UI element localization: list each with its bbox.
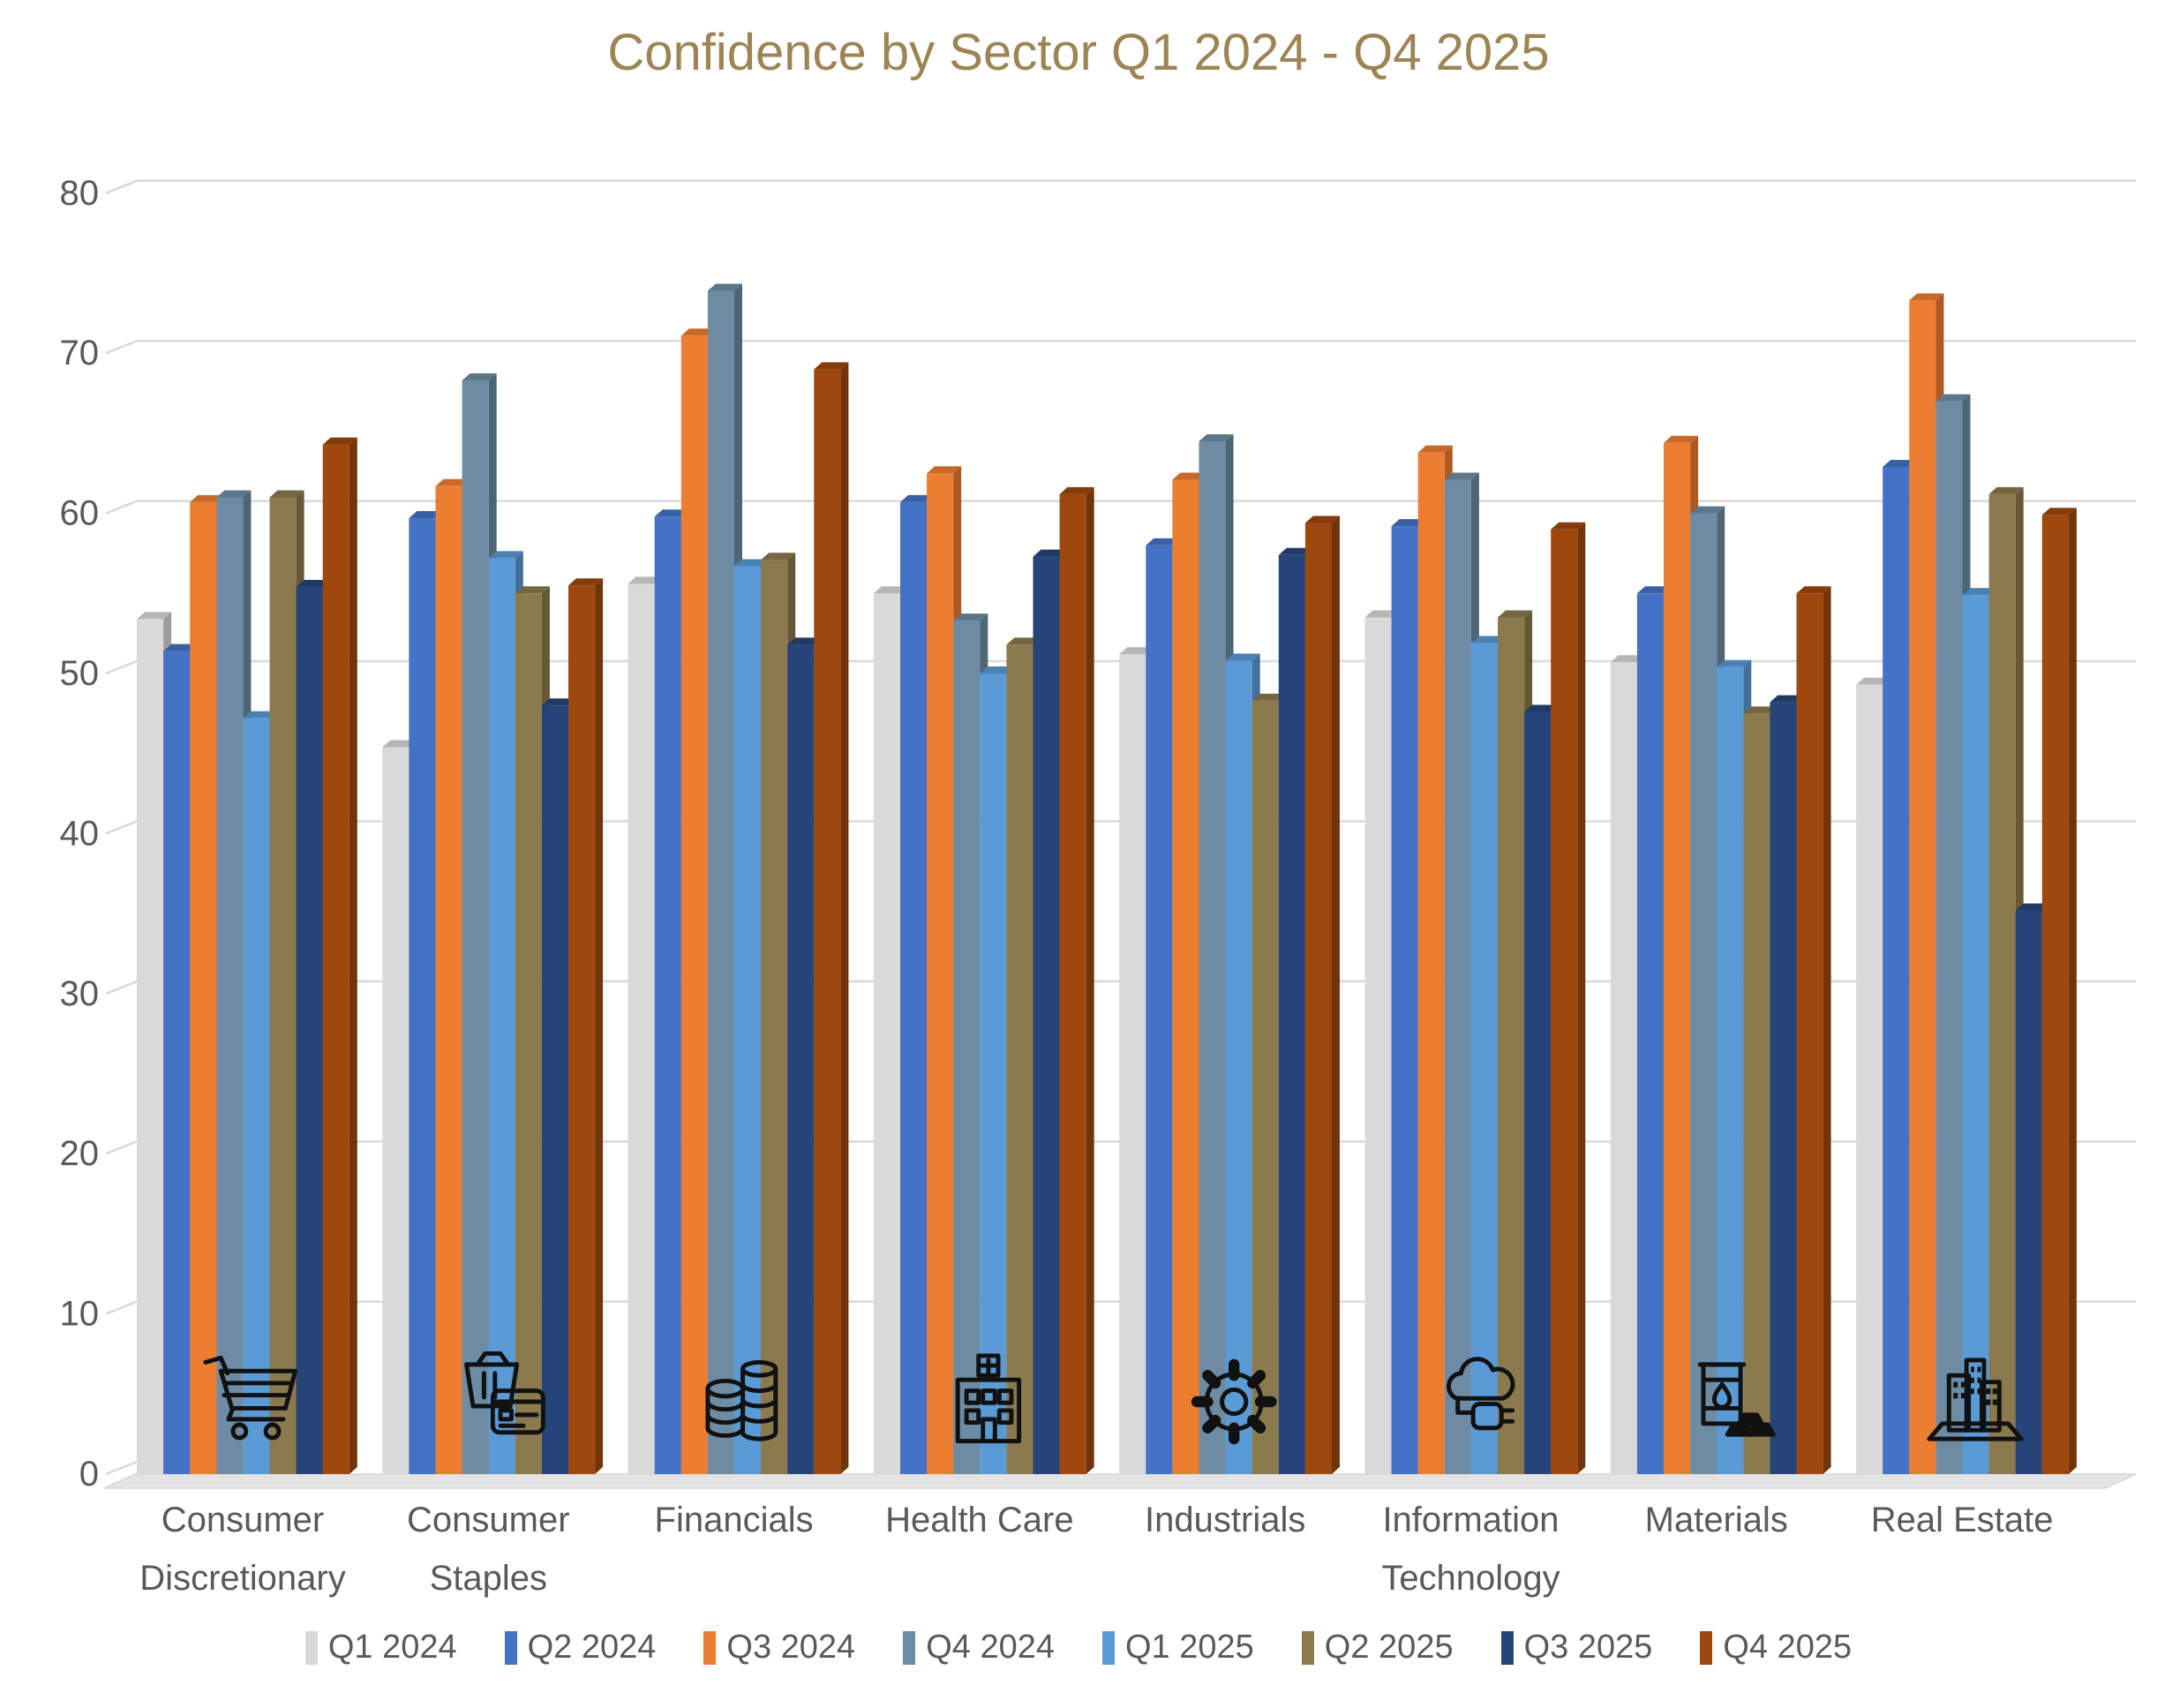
y-axis-tick-label: 0 — [79, 1455, 99, 1494]
hospital-icon — [955, 1353, 1022, 1444]
bar — [1304, 515, 1340, 1474]
category-label: Industrials — [1145, 1501, 1305, 1539]
bar — [1551, 522, 1586, 1474]
bar — [2041, 508, 2077, 1474]
y-axis-tick-label: 80 — [60, 174, 100, 213]
category-label: Financials — [655, 1501, 814, 1539]
category-label: Staples — [430, 1559, 547, 1598]
legend-swatch — [1301, 1630, 1314, 1665]
oil-barrel-icon — [1697, 1362, 1776, 1437]
legend-label: Q4 2024 — [926, 1629, 1055, 1666]
legend-label: Q3 2025 — [1523, 1629, 1653, 1666]
legend-item: Q1 2024 — [304, 1629, 457, 1667]
category-label: Consumer — [407, 1501, 570, 1539]
legend-item: Q2 2024 — [504, 1629, 657, 1667]
bar — [322, 437, 357, 1474]
legend-item: Q3 2025 — [1500, 1629, 1653, 1667]
legend-item: Q2 2025 — [1301, 1629, 1454, 1667]
category-label: Information — [1382, 1501, 1559, 1539]
chart-floor — [103, 1473, 2137, 1489]
category-label: Materials — [1645, 1501, 1788, 1539]
legend-item: Q4 2024 — [903, 1629, 1055, 1667]
gear-icon — [1191, 1358, 1277, 1445]
category-label: Health Care — [885, 1501, 1073, 1539]
chart-legend: Q1 2024 Q2 2024 Q3 2024 Q4 2024 Q1 2025 Q2 20… — [0, 1629, 2157, 1667]
bar — [568, 578, 604, 1474]
y-axis-tick-label: 50 — [60, 654, 100, 693]
cloud-plug-icon — [1447, 1357, 1515, 1431]
legend-swatch — [903, 1630, 916, 1665]
y-axis-tick-label: 30 — [60, 974, 100, 1013]
y-axis-tick-label: 40 — [60, 814, 100, 853]
legend-label: Q3 2024 — [726, 1629, 856, 1666]
y-axis-tick-label: 70 — [60, 334, 100, 372]
bar — [1796, 586, 1831, 1474]
bar — [814, 362, 849, 1475]
category-label: Consumer — [162, 1501, 325, 1539]
legend-swatch — [1102, 1630, 1115, 1665]
legend-swatch — [1700, 1630, 1713, 1665]
legend-item: Q4 2025 — [1700, 1629, 1852, 1667]
gridline — [105, 339, 2136, 355]
legend-label: Q1 2024 — [327, 1629, 457, 1666]
coin-stacks-icon — [705, 1359, 778, 1441]
category-label: Discretionary — [139, 1559, 345, 1598]
legend-item: Q1 2025 — [1102, 1629, 1254, 1667]
legend-swatch — [504, 1630, 517, 1665]
gridline — [105, 500, 2136, 515]
gridline — [105, 179, 2136, 194]
shopping-cart-icon — [203, 1355, 298, 1441]
shopping-basket-card-icon — [464, 1351, 545, 1435]
city-buildings-icon — [1927, 1358, 2024, 1441]
legend-swatch — [703, 1630, 717, 1665]
bar — [1059, 486, 1094, 1474]
category-label: Technology — [1381, 1559, 1560, 1598]
legend-label: Q1 2025 — [1125, 1629, 1254, 1666]
gridline — [105, 1460, 138, 1476]
legend-swatch — [304, 1630, 318, 1665]
y-axis-tick-label: 60 — [60, 494, 100, 533]
legend-label: Q2 2025 — [1324, 1629, 1454, 1666]
legend-swatch — [1500, 1630, 1514, 1665]
legend-label: Q2 2024 — [527, 1629, 657, 1666]
category-label: Real Estate — [1871, 1501, 2054, 1539]
y-axis-tick-label: 20 — [60, 1134, 100, 1173]
legend-item: Q3 2024 — [703, 1629, 855, 1667]
y-axis-tick-label: 10 — [60, 1295, 100, 1334]
chart-title: Confidence by Sector Q1 2024 - Q4 2025 — [607, 24, 1550, 81]
legend-label: Q4 2025 — [1723, 1629, 1853, 1666]
